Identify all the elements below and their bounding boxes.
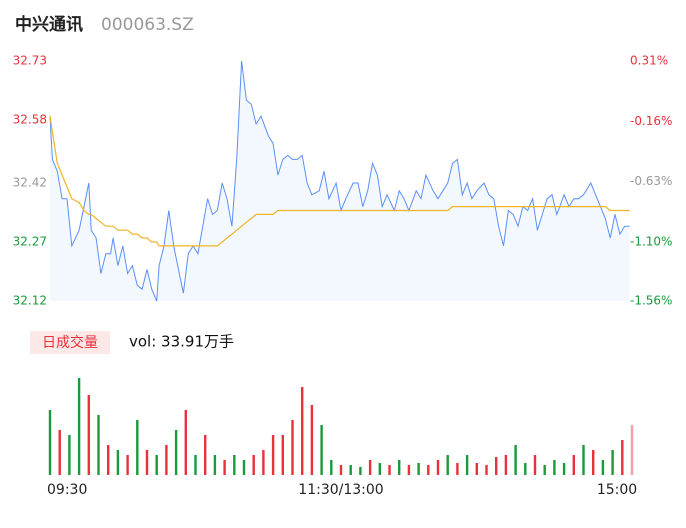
volume-bar (349, 465, 352, 475)
y2-tick-label: -1.56% (630, 294, 672, 308)
volume-label: vol: 33.91万手 (129, 333, 234, 351)
volume-bar (165, 445, 168, 475)
volume-bar (48, 410, 52, 475)
volume-bar (194, 455, 197, 475)
volume-bar (398, 460, 401, 475)
y2-tick-label: -0.63% (630, 174, 672, 188)
average-line (49, 116, 630, 247)
volume-bar (310, 405, 314, 475)
volume-bar (601, 460, 605, 475)
volume-bar (427, 465, 430, 475)
volume-bar (359, 467, 362, 475)
x-tick-label: 15:00 (597, 482, 637, 498)
volume-bar (388, 465, 391, 475)
stock-name: 中兴通讯 (15, 14, 83, 35)
y-tick-label: 32.58 (13, 113, 47, 127)
volume-bar (485, 465, 488, 475)
volume-bar (233, 455, 236, 475)
volume-bar (436, 460, 440, 475)
volume-bar (514, 445, 517, 475)
volume-bar (126, 455, 129, 475)
volume-bar (378, 463, 381, 475)
volume-bar (407, 465, 411, 475)
volume-bar (213, 455, 217, 475)
volume-bar (368, 460, 372, 475)
volume-bar (330, 460, 333, 475)
volume-tab-bg[interactable] (30, 331, 110, 354)
volume-bar (252, 455, 255, 475)
y2-tick-label: 0.31% (630, 54, 668, 68)
volume-bar (339, 465, 343, 475)
y-tick-label: 32.73 (13, 54, 47, 68)
volume-bar (223, 460, 226, 475)
y-tick-label: 32.42 (13, 175, 47, 189)
volume-bar (611, 450, 614, 475)
volume-bar (136, 420, 139, 475)
volume-bar (592, 450, 595, 475)
volume-bar (524, 463, 527, 475)
volume-bar (475, 463, 478, 475)
x-tick-label: 11:30/13:00 (298, 482, 383, 498)
volume-bar (97, 415, 100, 475)
volume-bar (543, 465, 546, 475)
volume-bar (504, 455, 508, 475)
volume-bar (204, 435, 207, 475)
volume-bar (572, 455, 575, 475)
volume-bar (630, 425, 634, 475)
volume-bar (417, 463, 420, 475)
volume-bar (242, 460, 246, 475)
volume-bar (301, 387, 304, 475)
y2-tick-label: -0.16% (630, 114, 672, 128)
volume-bar (456, 463, 459, 475)
volume-bar (495, 457, 498, 475)
volume-bar (533, 455, 537, 475)
y-tick-label: 32.27 (13, 234, 47, 248)
volume-bar (465, 455, 469, 475)
volume-bar (77, 378, 81, 475)
volume-bar (145, 450, 149, 475)
x-tick-label: 09:30 (47, 482, 87, 498)
volume-bar (58, 430, 61, 475)
volume-bar (446, 455, 449, 475)
volume-bar (291, 420, 294, 475)
volume-bar (184, 410, 187, 475)
volume-bar (562, 463, 566, 475)
volume-bar (68, 435, 71, 475)
price-line (49, 60, 630, 302)
volume-tab[interactable]: 日成交量 (42, 334, 98, 351)
volume-bar (174, 430, 178, 475)
volume-bar (582, 445, 585, 475)
volume-bar (262, 450, 265, 475)
price-area (50, 61, 630, 301)
volume-bar (320, 425, 323, 475)
volume-bar (107, 445, 110, 475)
volume-bar (155, 455, 158, 475)
volume-bar (621, 440, 624, 475)
volume-bar (281, 435, 284, 475)
stock-code: 000063.SZ (101, 15, 194, 35)
volume-bar (271, 435, 275, 475)
y-tick-label: 32.12 (13, 294, 47, 308)
y2-tick-label: -1.10% (630, 234, 672, 248)
volume-bar (553, 460, 556, 475)
volume-bar (116, 450, 120, 475)
volume-bar (87, 395, 90, 475)
